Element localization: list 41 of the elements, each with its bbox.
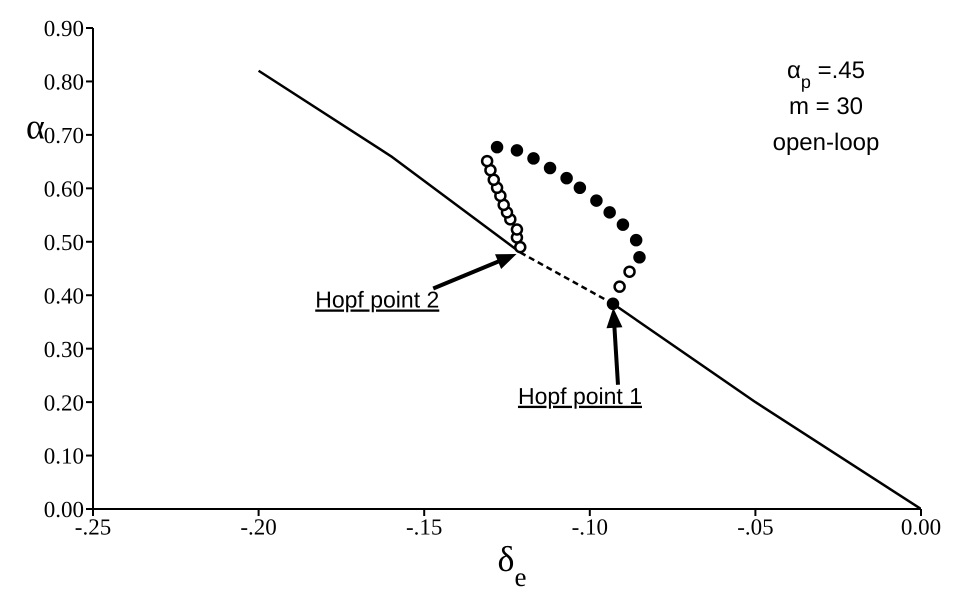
annotation: Hopf point 2 (315, 286, 440, 312)
annotation: open-loop (772, 129, 880, 156)
point (488, 174, 500, 186)
point (623, 265, 636, 278)
x-tick-label: -.15 (406, 514, 442, 540)
y-tick-label: 0.40 (44, 283, 84, 308)
point (603, 206, 616, 219)
annotation: Hopf point 1 (518, 382, 642, 409)
annotation: α$_{p}$ =.45 (787, 57, 865, 92)
point (590, 194, 603, 207)
point (527, 152, 540, 165)
x-tick-label: -.20 (240, 514, 277, 540)
point (510, 223, 524, 236)
annotation: m = 30 (788, 93, 864, 120)
point (606, 298, 620, 310)
x-tick-label: 0.00 (900, 514, 942, 540)
point (560, 172, 573, 184)
point (484, 164, 497, 176)
y-tick-label: 0.90 (44, 16, 84, 42)
point (574, 182, 586, 194)
point (616, 218, 630, 231)
point (630, 234, 642, 246)
y-tick-label: 0.30 (44, 336, 84, 362)
point (633, 251, 646, 264)
y-tick-label: 0.70 (44, 123, 84, 148)
point (480, 154, 494, 168)
point (497, 198, 510, 212)
point (490, 140, 504, 154)
point (544, 162, 556, 174)
x-axis-title: δ$_{e}$ (498, 539, 526, 592)
x-tick-label: -.10 (572, 514, 608, 540)
point (613, 280, 626, 293)
y-tick-label: 0.80 (44, 70, 84, 95)
y-tick-label: 0.60 (44, 176, 84, 202)
point (510, 144, 524, 157)
point (514, 240, 526, 254)
x-tick-label: -.05 (737, 514, 774, 540)
y-tick-label: 0.50 (44, 230, 84, 255)
y-tick-label: 0.20 (44, 390, 84, 416)
y-axis-title: α (26, 106, 45, 146)
y-tick-label: 0.10 (44, 444, 84, 469)
